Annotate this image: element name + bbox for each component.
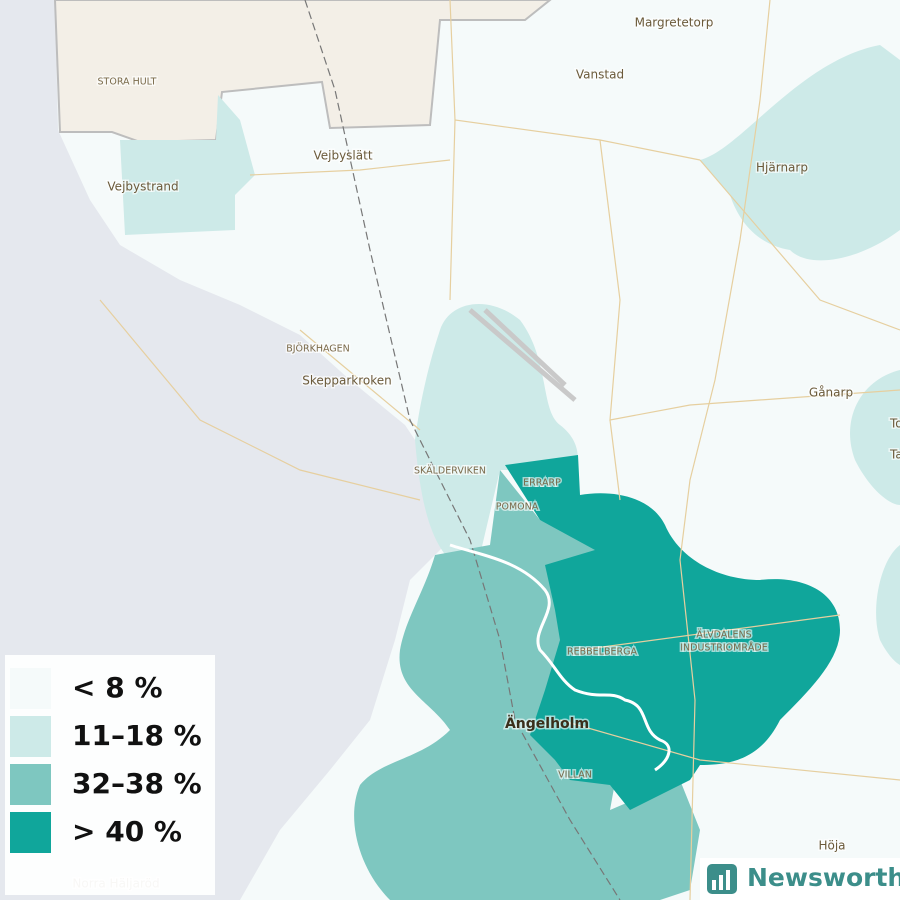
place-label: INDUSTRIOMRÅDE [680, 642, 768, 654]
legend-label: 32–38 % [72, 767, 202, 800]
brand-icon [707, 864, 737, 894]
place-label: POMONA [496, 502, 539, 513]
place-label: REBBELBERGA [567, 647, 637, 658]
legend-label: > 40 % [72, 815, 182, 848]
legend-swatch [10, 716, 51, 757]
railway [304, 0, 621, 900]
zone-dark [505, 455, 840, 810]
place-label: BJÖRKHAGEN [286, 344, 350, 355]
place-label: Vejbyslätt [313, 149, 372, 163]
place-label: ERRARP [523, 478, 561, 489]
legend-label: < 8 % [72, 671, 163, 704]
place-label: Skepparkroken [302, 374, 392, 388]
road [99, 0, 900, 781]
legend-swatch [10, 668, 51, 709]
place-label: Höja [818, 839, 845, 853]
runway [468, 308, 577, 402]
place-label: To [889, 417, 900, 431]
highway [679, 0, 771, 900]
place-label: SKÄLDERVIKEN [414, 466, 486, 477]
zone-medium [354, 470, 700, 900]
legend-label: 11–18 % [72, 719, 202, 752]
zone-light [120, 95, 255, 235]
place-label: STORA HULT [98, 77, 157, 88]
brand: Newsworthy [747, 863, 900, 892]
place-label: ÄLVDALENS [696, 630, 751, 641]
place-label: Margretetorp [635, 16, 714, 30]
neighbor-region [53, 0, 552, 144]
place-label: Ängelholm [505, 715, 589, 732]
legend: < 8 % 11–18 % 32–38 % > 40 % [10, 668, 202, 853]
legend-swatch [10, 812, 51, 853]
zone-light [876, 545, 900, 665]
place-label: Ta [889, 448, 900, 462]
river [449, 543, 671, 772]
zone-light [850, 370, 900, 505]
place-label: Hjärnarp [756, 161, 808, 175]
place-label: VILLAN [558, 770, 592, 781]
place-label: Vanstad [576, 68, 624, 82]
place-label: Gånarp [809, 386, 853, 400]
legend-swatch [10, 764, 51, 805]
zone-light [700, 45, 900, 261]
place-label: Vejbystrand [107, 180, 178, 194]
